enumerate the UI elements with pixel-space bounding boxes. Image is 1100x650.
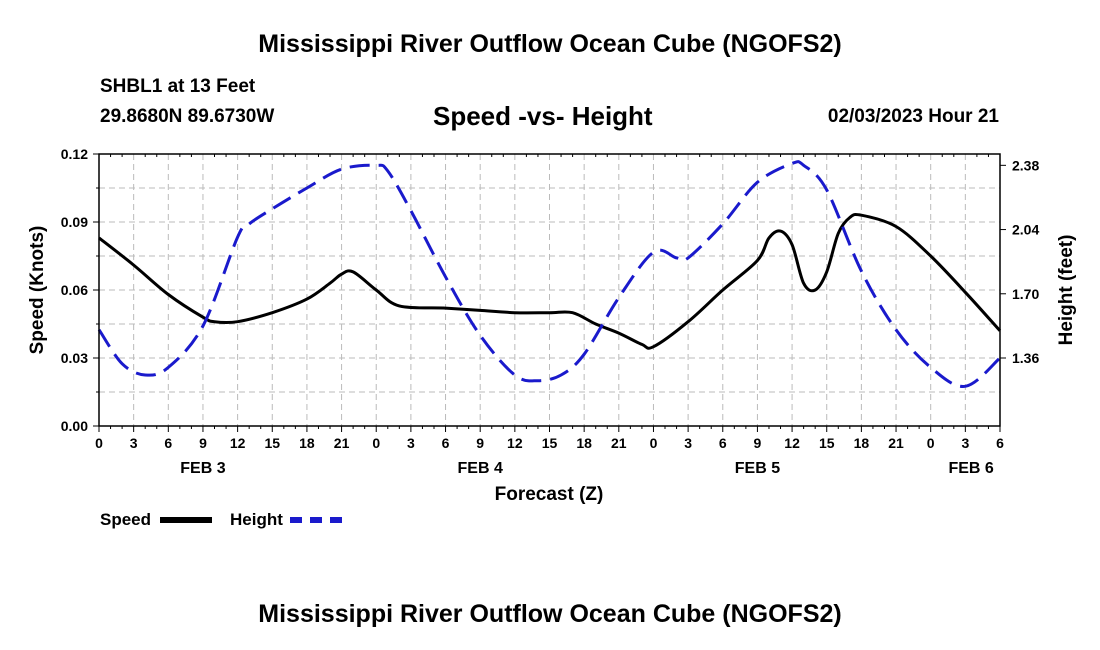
series-speed-line bbox=[98, 212, 1002, 350]
y-right-tick-label: 1.70 bbox=[1012, 286, 1039, 302]
chart-main-title: Mississippi River Outflow Ocean Cube (NG… bbox=[258, 30, 842, 58]
x-tick-label: 3 bbox=[684, 435, 692, 451]
x-tick-label: 15 bbox=[264, 435, 280, 451]
day-label: FEB 3 bbox=[180, 460, 225, 477]
y-left-tick-label: 0.12 bbox=[61, 146, 88, 162]
x-tick-label: 0 bbox=[372, 435, 380, 451]
y-right-tick-label: 1.36 bbox=[1012, 350, 1039, 366]
x-tick-label: 18 bbox=[299, 435, 315, 451]
x-tick-label: 18 bbox=[576, 435, 592, 451]
y-right-tick-label: 2.04 bbox=[1012, 222, 1039, 238]
legend-speed-label: Speed bbox=[100, 510, 152, 529]
x-tick-label: 6 bbox=[719, 435, 727, 451]
x-tick-label: 3 bbox=[130, 435, 138, 451]
y-axis-right-label: Height (feet) bbox=[1056, 235, 1077, 346]
y-left-tick-label: 0.06 bbox=[61, 282, 88, 298]
series-layer bbox=[97, 160, 1002, 388]
legend-speed-swatch bbox=[160, 517, 212, 523]
x-tick-label: 9 bbox=[476, 435, 484, 451]
x-tick-label: 6 bbox=[442, 435, 450, 451]
x-tick-label: 0 bbox=[927, 435, 935, 451]
x-tick-label: 21 bbox=[888, 435, 904, 451]
x-tick-label: 3 bbox=[961, 435, 969, 451]
x-tick-label: 9 bbox=[754, 435, 762, 451]
x-tick-label: 0 bbox=[95, 435, 103, 451]
x-tick-label: 6 bbox=[164, 435, 172, 451]
station-label: SHBL1 at 13 Feet bbox=[100, 76, 256, 97]
x-axis-label: Forecast (Z) bbox=[495, 484, 604, 505]
x-tick-label: 9 bbox=[199, 435, 207, 451]
y-left-tick-label: 0.03 bbox=[61, 350, 88, 366]
x-tick-label: 15 bbox=[542, 435, 558, 451]
y-right-tick-label: 2.38 bbox=[1012, 157, 1039, 173]
station-coordinates: 29.8680N 89.6730W bbox=[100, 106, 275, 127]
x-tick-label: 12 bbox=[230, 435, 246, 451]
x-tick-label: 12 bbox=[507, 435, 523, 451]
y-left-tick-label: 0.00 bbox=[61, 418, 88, 434]
day-label: FEB 6 bbox=[948, 460, 993, 477]
series-height-line bbox=[97, 160, 1002, 388]
repeated-main-title: Mississippi River Outflow Ocean Cube (NG… bbox=[258, 600, 842, 628]
y-left-tick-label: 0.09 bbox=[61, 214, 88, 230]
chart-subtitle: Speed -vs- Height bbox=[433, 101, 653, 131]
legend-height-swatch bbox=[290, 517, 342, 523]
axes: 0 3 6 9 12 15 18 21 0 3 6 9 12 15 18 21 0 3 6 9 12 15 18 21 0 3 6 0… bbox=[61, 146, 1040, 477]
x-tick-label: 21 bbox=[334, 435, 350, 451]
x-tick-label: 18 bbox=[854, 435, 870, 451]
y-axis-left-label: Speed (Knots) bbox=[27, 226, 48, 355]
legend-height-label: Height bbox=[230, 510, 283, 529]
day-label: FEB 5 bbox=[735, 460, 780, 477]
x-tick-label: 0 bbox=[650, 435, 658, 451]
forecast-datetime: 02/03/2023 Hour 21 bbox=[827, 106, 999, 127]
x-tick-label: 15 bbox=[819, 435, 835, 451]
x-tick-label: 3 bbox=[407, 435, 415, 451]
day-label: FEB 4 bbox=[458, 460, 503, 477]
x-tick-label: 21 bbox=[611, 435, 627, 451]
x-tick-label: 6 bbox=[996, 435, 1004, 451]
grid-lines bbox=[99, 154, 1000, 426]
x-tick-label: 12 bbox=[784, 435, 800, 451]
